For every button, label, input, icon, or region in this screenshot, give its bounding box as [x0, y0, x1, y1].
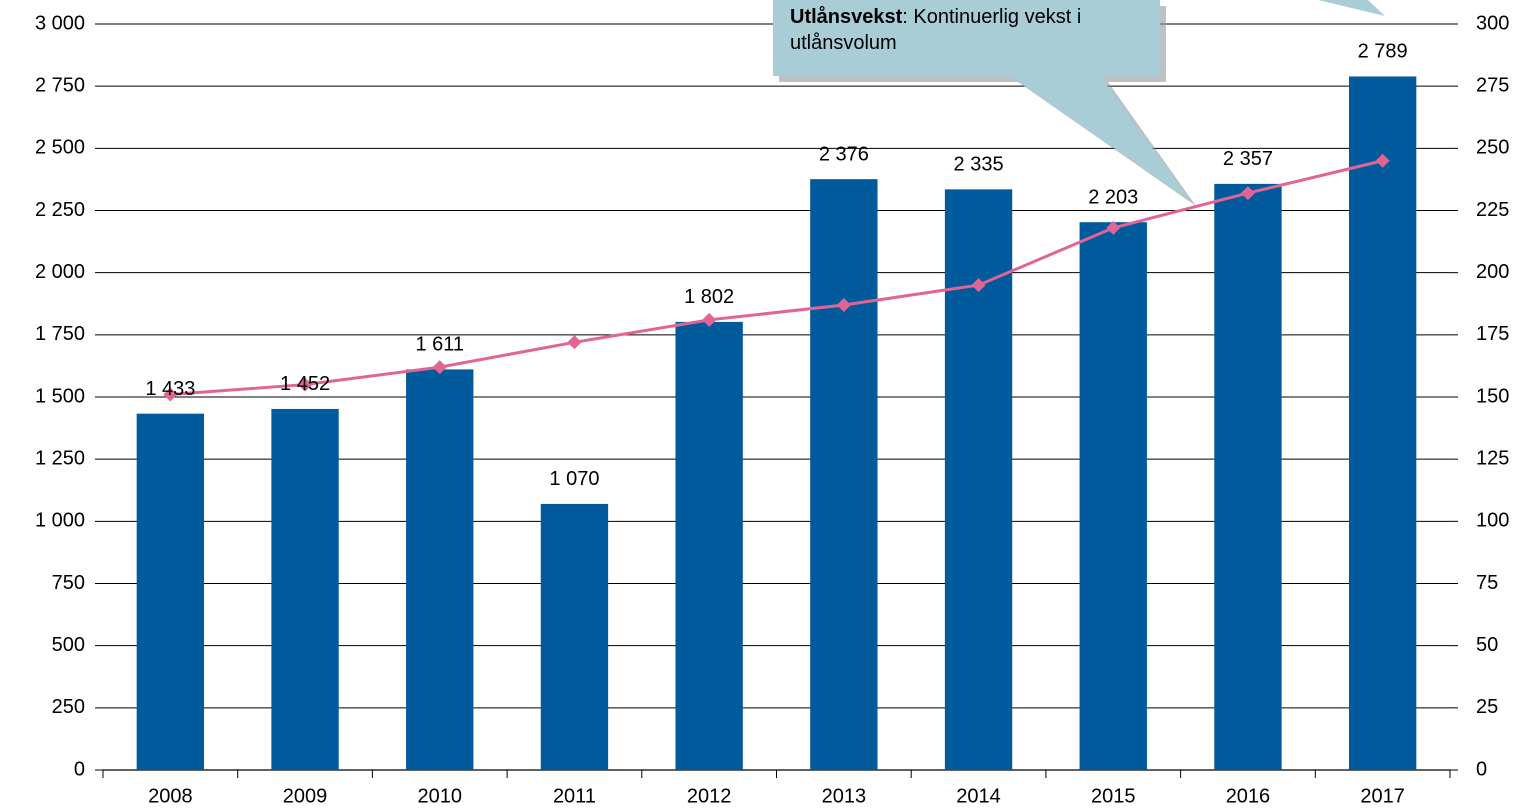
x-tick-label: 2015	[1091, 785, 1136, 807]
y2-tick-label: 300	[1476, 12, 1509, 34]
y-tick-label: 250	[52, 696, 85, 718]
data-label: 1 452	[280, 373, 330, 395]
data-label: 2 335	[954, 154, 1004, 176]
y-tick-label: 3 000	[35, 12, 85, 34]
line-marker	[1375, 153, 1390, 168]
data-label: 2 203	[1088, 186, 1138, 208]
data-label: 2 357	[1223, 148, 1273, 170]
y-tick-label: 2 500	[35, 137, 85, 159]
bar	[1079, 222, 1147, 771]
y-tick-label: 2 750	[35, 74, 85, 96]
y-tick-label: 1 000	[35, 510, 85, 532]
data-label: 1 070	[549, 468, 599, 490]
y-tick-label: 1 250	[35, 447, 85, 469]
line-marker	[163, 387, 178, 402]
y2-tick-label: 75	[1476, 572, 1498, 594]
y2-tick-label: 250	[1476, 137, 1509, 159]
y2-tick-label: 275	[1476, 74, 1509, 96]
x-tick-label: 2011	[553, 785, 596, 807]
bar	[1348, 76, 1417, 770]
bar	[406, 369, 474, 770]
callout	[773, 0, 1190, 200]
y-tick-label: 1 500	[35, 385, 85, 407]
data-label: 1 611	[415, 334, 464, 356]
y2-tick-label: 25	[1476, 696, 1498, 718]
line	[170, 159, 1384, 397]
bar	[136, 413, 205, 770]
line-marker	[432, 360, 447, 375]
annotation-bold: Utlånsvekst	[790, 6, 903, 28]
y2-tick-label: 150	[1476, 385, 1509, 407]
x-tick-label: 2017	[1360, 785, 1405, 807]
data-label: 2 789	[1358, 41, 1408, 63]
y2-tick-label: 200	[1476, 261, 1509, 283]
y2-tick-label: 225	[1476, 199, 1509, 221]
y-tick-label: 1 750	[35, 323, 85, 345]
y2-tick-label: 0	[1476, 758, 1487, 780]
y-tick-label: 750	[52, 572, 85, 594]
y2-tick-label: 125	[1476, 447, 1509, 469]
y-tick-label: 500	[52, 634, 85, 656]
line-marker	[298, 377, 313, 392]
data-label: 1 802	[684, 286, 734, 308]
x-tick-label: 2012	[687, 785, 732, 807]
data-label: 2 376	[819, 143, 869, 165]
bar	[540, 503, 609, 770]
y-tick-label: 2 250	[35, 199, 85, 221]
bar	[675, 321, 743, 770]
x-tick-label: 2009	[283, 785, 328, 807]
x-tick-label: 2014	[956, 785, 1001, 807]
x-tick-label: 2016	[1226, 785, 1271, 807]
line-marker	[836, 297, 851, 312]
annotation: Utlånsvekst: Kontinuerlig vekst i utlåns…	[790, 4, 1150, 56]
bar	[271, 408, 339, 770]
x-tick-label: 2013	[822, 785, 867, 807]
line-marker	[1106, 220, 1121, 235]
x-tick-label: 2008	[148, 785, 193, 807]
line-marker	[567, 335, 582, 350]
bar	[1214, 183, 1282, 770]
callout-pointer	[1318, 0, 1385, 16]
data-label: 1 433	[145, 378, 195, 400]
callouts	[773, 0, 1385, 206]
line-marker	[702, 312, 717, 327]
y2-tick-label: 50	[1476, 634, 1498, 656]
bar	[810, 179, 878, 771]
y-tick-label: 2 000	[35, 261, 85, 283]
y-tick-label: 0	[74, 758, 85, 780]
y2-tick-label: 100	[1476, 510, 1509, 532]
line-marker	[1240, 186, 1255, 201]
annotation-text: : Kontinuerlig vekst i utlånsvolum	[790, 6, 1082, 54]
line-marker	[971, 278, 986, 293]
x-tick-label: 2010	[418, 785, 463, 807]
y2-tick-label: 175	[1476, 323, 1509, 345]
